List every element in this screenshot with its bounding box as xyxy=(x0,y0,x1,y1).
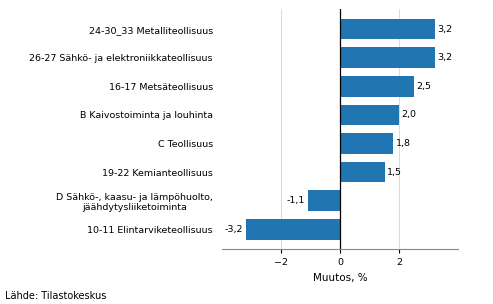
Text: 1,5: 1,5 xyxy=(387,168,402,177)
Bar xyxy=(308,190,340,211)
Bar xyxy=(340,47,435,68)
Text: 2,0: 2,0 xyxy=(402,110,417,119)
Text: 1,8: 1,8 xyxy=(396,139,411,148)
Bar xyxy=(340,162,385,182)
Text: -1,1: -1,1 xyxy=(287,196,305,205)
Bar xyxy=(340,19,435,40)
Text: 2,5: 2,5 xyxy=(417,82,431,91)
Bar xyxy=(340,105,399,125)
Text: 3,2: 3,2 xyxy=(437,53,452,62)
Bar xyxy=(340,76,414,97)
Text: -3,2: -3,2 xyxy=(225,225,243,234)
Bar xyxy=(340,133,393,154)
Bar xyxy=(246,219,340,240)
Text: 3,2: 3,2 xyxy=(437,25,452,34)
X-axis label: Muutos, %: Muutos, % xyxy=(313,273,367,283)
Text: Lähde: Tilastokeskus: Lähde: Tilastokeskus xyxy=(5,291,106,301)
